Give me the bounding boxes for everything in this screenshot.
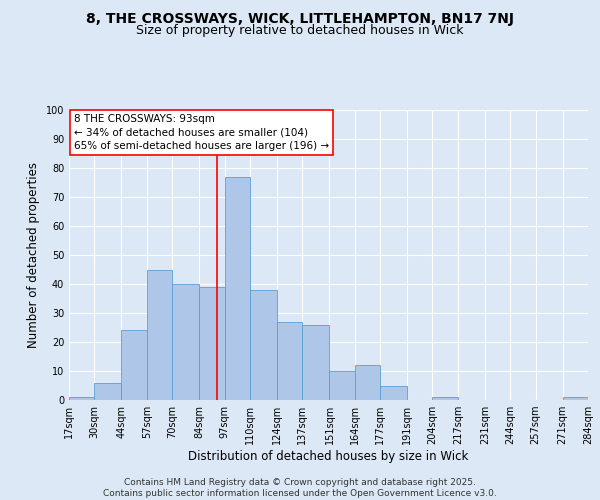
- Bar: [94, 382, 121, 400]
- Bar: [172, 284, 199, 400]
- Bar: [380, 386, 407, 400]
- Bar: [355, 365, 380, 400]
- Text: Contains HM Land Registry data © Crown copyright and database right 2025.
Contai: Contains HM Land Registry data © Crown c…: [103, 478, 497, 498]
- Bar: [277, 322, 302, 400]
- Bar: [199, 287, 224, 400]
- Bar: [250, 290, 277, 400]
- Bar: [563, 397, 588, 400]
- Bar: [302, 324, 329, 400]
- Y-axis label: Number of detached properties: Number of detached properties: [27, 162, 40, 348]
- Bar: [329, 371, 355, 400]
- Bar: [224, 176, 250, 400]
- Bar: [69, 397, 94, 400]
- Text: 8 THE CROSSWAYS: 93sqm
← 34% of detached houses are smaller (104)
65% of semi-de: 8 THE CROSSWAYS: 93sqm ← 34% of detached…: [74, 114, 329, 151]
- Bar: [121, 330, 147, 400]
- Bar: [433, 397, 458, 400]
- Text: Size of property relative to detached houses in Wick: Size of property relative to detached ho…: [136, 24, 464, 37]
- Text: 8, THE CROSSWAYS, WICK, LITTLEHAMPTON, BN17 7NJ: 8, THE CROSSWAYS, WICK, LITTLEHAMPTON, B…: [86, 12, 514, 26]
- Bar: [147, 270, 172, 400]
- X-axis label: Distribution of detached houses by size in Wick: Distribution of detached houses by size …: [188, 450, 469, 463]
